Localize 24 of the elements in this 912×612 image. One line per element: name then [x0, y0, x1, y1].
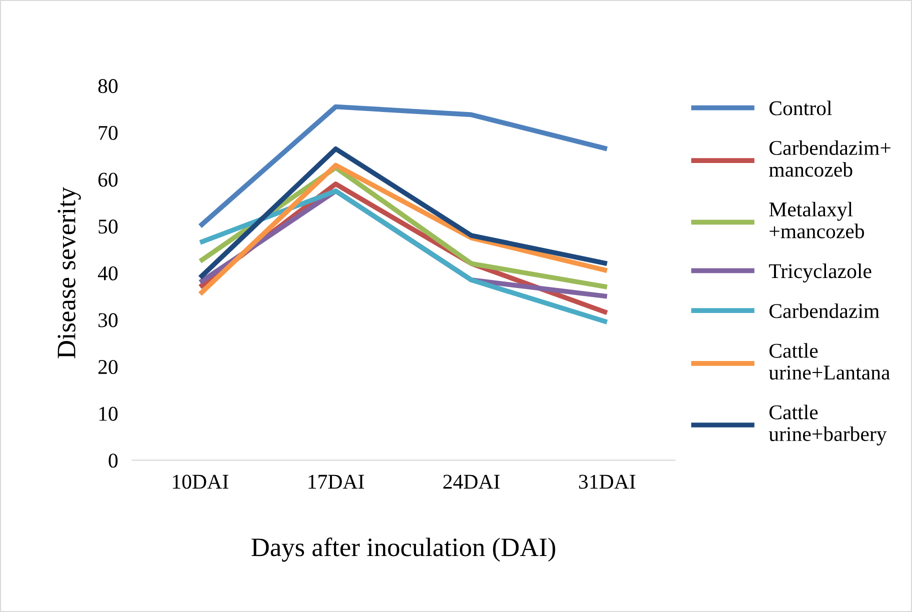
x-tick-label: 17DAI: [308, 474, 364, 489]
y-tick-label: 0: [108, 454, 118, 468]
y-tick-label: 60: [98, 172, 118, 187]
y-tick-label: 40: [98, 266, 118, 280]
legend-label: Control: [769, 100, 832, 116]
legend-label: Tricyclazole: [769, 264, 872, 282]
x-tick-label: 31DAI: [579, 474, 636, 489]
y-tick-label: 50: [98, 220, 118, 234]
line-series: [198, 146, 610, 280]
y-tick-label: 80: [98, 79, 118, 94]
y-tick-label: 20: [98, 360, 118, 374]
legend-label: Carbendazim: [769, 303, 880, 318]
x-axis-title: Days after inoculation (DAI): [252, 537, 556, 562]
legend-label: Metalaxyl +mancozeb: [769, 202, 864, 238]
y-tick-label: 10: [99, 406, 118, 421]
x-tick-label: 24DAI: [443, 474, 500, 489]
y-tick-label: 30: [98, 313, 118, 328]
x-tick-label: 10DAI: [172, 474, 228, 489]
legend-label: Carbendazim+ mancozeb: [769, 140, 890, 177]
y-axis-title: Disease severity: [58, 186, 81, 358]
legend-label: Cattle urine+barbery: [768, 404, 887, 446]
line-series: [198, 104, 610, 229]
y-tick-label: 70: [98, 126, 118, 140]
legend-label: Cattle urine+Lantana: [768, 343, 890, 380]
